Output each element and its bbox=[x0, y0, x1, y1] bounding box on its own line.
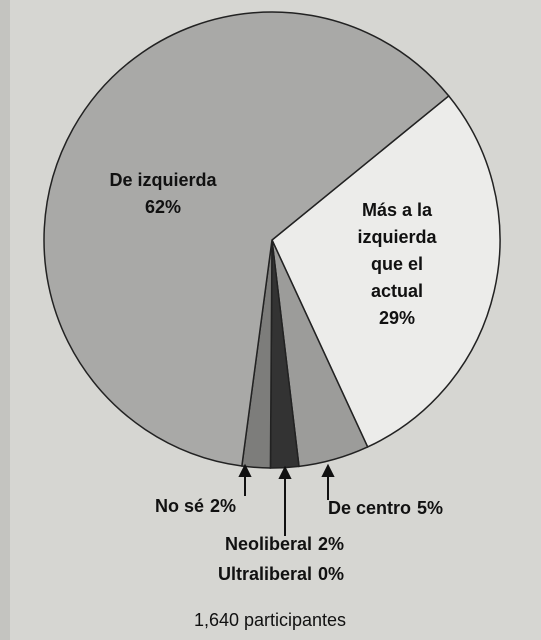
category-label: Neoliberal bbox=[225, 534, 312, 554]
slice-label: No sé 2% bbox=[155, 496, 236, 516]
label-line: actual bbox=[371, 281, 423, 301]
value-label: 2% bbox=[210, 496, 236, 516]
chart: 1,640 participantes Más a la izquierda que… bbox=[0, 0, 541, 640]
label-line: izquierda bbox=[357, 227, 437, 247]
value-label: 29% bbox=[379, 308, 415, 328]
label-line: Más a la bbox=[362, 200, 433, 220]
value-label: 62% bbox=[145, 197, 181, 217]
label-line: De izquierda bbox=[109, 170, 217, 190]
participants-note: 1,640 participantes bbox=[194, 610, 346, 630]
slice-label: Ultraliberal 0% bbox=[218, 564, 344, 584]
slice-label: De centro 5% bbox=[328, 498, 443, 518]
label-line: que el bbox=[371, 254, 423, 274]
slice-label: De izquierda bbox=[109, 170, 217, 190]
category-label: No sé bbox=[155, 496, 204, 516]
page-edge bbox=[0, 0, 10, 640]
category-label: Ultraliberal bbox=[218, 564, 312, 584]
value-label: 5% bbox=[417, 498, 443, 518]
slice-label: Neoliberal 2% bbox=[225, 534, 344, 554]
category-label: De centro bbox=[328, 498, 411, 518]
value-label: 2% bbox=[318, 534, 344, 554]
value-label: 0% bbox=[318, 564, 344, 584]
